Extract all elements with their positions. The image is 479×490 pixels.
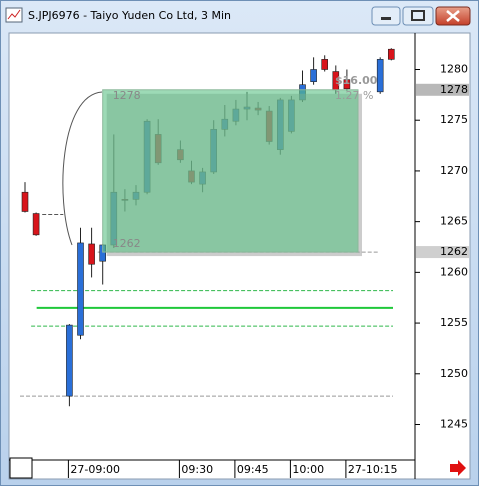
x-tick-label: 10:00 — [292, 463, 324, 476]
minimize-button[interactable] — [371, 6, 401, 26]
x-tick-label: 27-09:00 — [70, 463, 120, 476]
scroll-arrow[interactable] — [450, 460, 466, 476]
close-icon — [446, 10, 460, 22]
x-tick-label: 09:30 — [181, 463, 213, 476]
candle-body — [310, 69, 317, 82]
candle-body — [88, 243, 95, 265]
drawing-curve — [62, 91, 103, 246]
corner-box[interactable] — [9, 457, 33, 479]
maximize-icon — [411, 10, 425, 21]
y-tick-label: 1280 — [440, 63, 468, 76]
window-icon — [5, 7, 23, 23]
candle-body — [387, 48, 395, 60]
maximize-button[interactable] — [402, 6, 434, 26]
candle-body — [376, 59, 384, 93]
rectangle-bottom-label: 1262 — [113, 237, 141, 250]
x-tick-label: 09:45 — [237, 463, 269, 476]
candle-body — [321, 59, 329, 70]
rectangle — [102, 89, 359, 253]
candle-body — [21, 191, 29, 212]
candle-body — [32, 213, 40, 236]
rectangle-annotation: 1.27 % — [335, 89, 373, 102]
y-tick-label: 1260 — [440, 265, 468, 278]
x-tick-label: 27-10:15 — [348, 463, 398, 476]
candle-body — [343, 79, 351, 90]
y-tick-label: 1255 — [440, 316, 468, 329]
y-tick-label: 1270 — [440, 164, 468, 177]
price-marker-label: 1278 — [440, 83, 468, 96]
price-marker — [416, 83, 469, 96]
candle-body — [77, 242, 84, 336]
y-tick-label: 1275 — [440, 113, 468, 126]
y-tick-label: 1250 — [440, 367, 468, 380]
window-icon-line — [7, 9, 21, 20]
candle-body — [66, 324, 73, 397]
rectangle-annotation: $16.00 — [335, 74, 378, 87]
price-marker — [416, 246, 469, 259]
y-tick-label: 1265 — [440, 215, 468, 228]
rectangle-top-label: 1278 — [113, 89, 141, 102]
price-marker-label: 1262 — [440, 245, 468, 258]
y-tick-label: 1245 — [440, 418, 468, 431]
minimize-icon — [381, 17, 391, 20]
window-title: S.JPJ6976 - Taiyo Yuden Co Ltd, 3 Min — [28, 9, 231, 22]
